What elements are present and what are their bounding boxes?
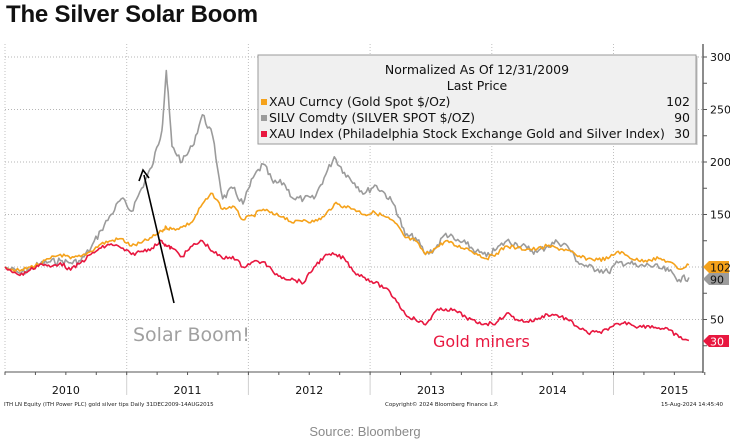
legend: Normalized As Of 12/31/2009 Last Price X… (257, 54, 698, 145)
series-line-0 (4, 192, 690, 273)
last-value-label: 90 (710, 274, 724, 287)
last-value-label: 30 (710, 336, 724, 349)
legend-value: 102 (666, 94, 690, 109)
footer-center: Copyright© 2024 Bloomberg Finance L.P. (385, 401, 499, 408)
legend-label: XAU Index (Philadelphia Stock Exchange G… (269, 126, 665, 141)
y-axis-ticks: 50 150 200 250 300 (703, 51, 730, 347)
series-line-1 (4, 69, 690, 283)
y-tick-label: 200 (710, 156, 730, 169)
legend-label: XAU Curncy (Gold Spot $/Oz) (269, 94, 450, 109)
last-value-marker (703, 335, 729, 347)
legend-swatch (261, 99, 267, 105)
plot-frame (5, 44, 704, 373)
series-line-2 (4, 239, 690, 342)
last-value-label: 102 (710, 262, 730, 275)
x-tick-label: 2014 (539, 384, 567, 397)
x-tick-label: 2012 (295, 384, 323, 397)
source-note: Source: Bloomberg (309, 424, 421, 439)
legend-value: 30 (674, 126, 690, 141)
legend-label: SILV Comdty (SILVER SPOT $/OZ) (269, 110, 475, 125)
legend-swatch (261, 131, 267, 137)
x-axis-ticks: 2010 2011 2012 2013 2014 2015 (4, 372, 706, 397)
y-tick-label: 300 (710, 51, 730, 64)
x-tick-label: 2015 (660, 384, 688, 397)
legend-value: 90 (674, 110, 690, 125)
footer-left: ITH LN Equity (ITH Power PLC) gold silve… (4, 402, 214, 408)
last-value-marker (703, 261, 729, 273)
footer-right: 15-Aug-2024 14:45:40 (661, 402, 724, 408)
legend-subtitle: Last Price (447, 78, 508, 93)
annotation-solar-boom: Solar Boom! (133, 324, 250, 346)
x-tick-label: 2013 (417, 384, 445, 397)
solar-boom-arrow (138, 168, 175, 304)
x-tick-label: 2010 (52, 384, 80, 397)
legend-title: Normalized As Of 12/31/2009 (385, 62, 569, 77)
y-tick-label: 150 (710, 209, 730, 222)
annotation-gold-miners: Gold miners (433, 332, 530, 351)
y-tick-label: 50 (710, 314, 724, 327)
x-tick-label: 2011 (174, 384, 202, 397)
series-lines (4, 69, 690, 342)
page-title: The Silver Solar Boom (6, 1, 258, 28)
last-value-marker (703, 273, 729, 285)
legend-swatch (261, 115, 267, 121)
y-tick-label: 250 (710, 104, 730, 117)
